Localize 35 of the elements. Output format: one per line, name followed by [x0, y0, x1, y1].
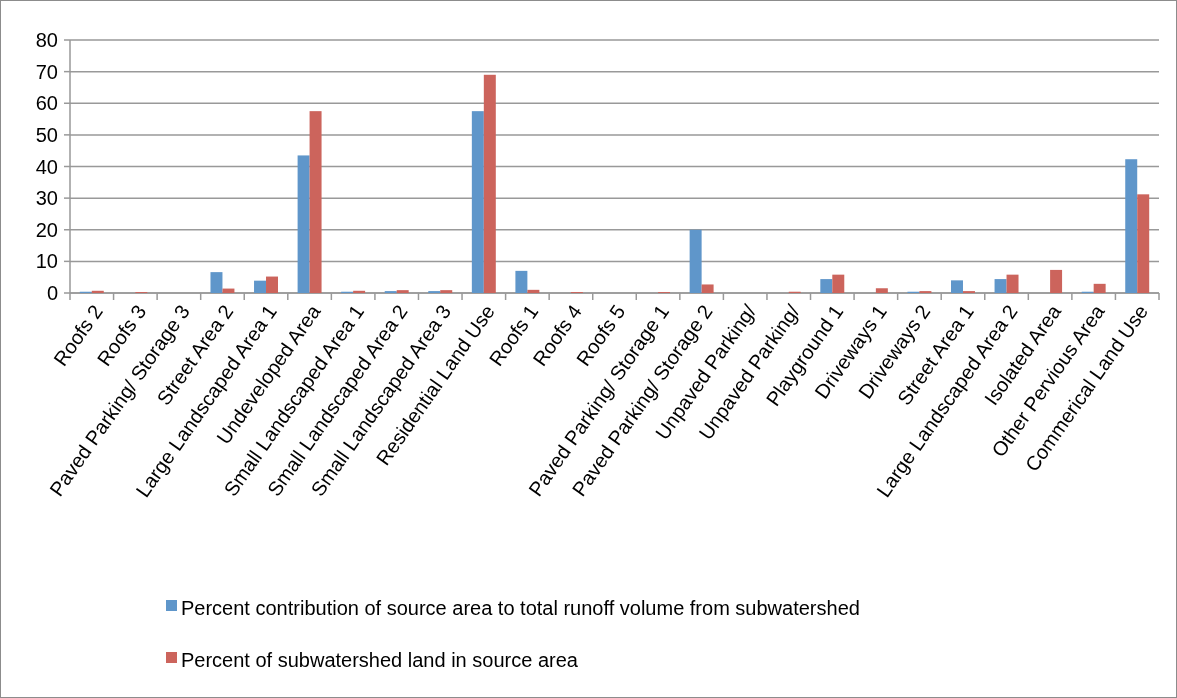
y-tick-label: 80	[35, 29, 58, 51]
bar	[471, 111, 484, 293]
bar	[1137, 194, 1150, 293]
y-tick-label: 60	[35, 92, 58, 115]
bar	[820, 279, 833, 293]
bar	[689, 229, 702, 293]
bar	[266, 276, 278, 293]
bar	[994, 279, 1007, 293]
bar	[832, 274, 845, 293]
legend-label: Percent of subwatershed land in source area	[181, 649, 579, 671]
bar	[701, 284, 714, 293]
bar	[297, 155, 310, 293]
bar	[951, 280, 963, 293]
bar	[210, 272, 223, 293]
y-tick-label: 40	[35, 155, 58, 178]
bar	[254, 280, 267, 293]
legend-label: Percent contribution of source area to total runoff volume from subwatershed	[181, 597, 860, 619]
bar	[1006, 274, 1019, 293]
y-tick-label: 70	[35, 60, 58, 83]
bar	[396, 290, 409, 293]
bar	[483, 74, 496, 293]
bar	[527, 289, 540, 293]
y-tick-label: 10	[35, 250, 58, 273]
bar	[515, 270, 528, 293]
bar	[440, 290, 453, 293]
y-tick-label: 50	[35, 123, 58, 146]
y-tick-label: 20	[35, 218, 58, 241]
y-tick-label: 0	[46, 282, 58, 304]
bar	[309, 111, 322, 293]
bar	[875, 288, 888, 293]
bar	[1093, 283, 1106, 293]
bar	[222, 288, 235, 293]
bar	[1050, 269, 1063, 293]
y-tick-label: 30	[35, 187, 58, 210]
bar	[1125, 159, 1138, 293]
